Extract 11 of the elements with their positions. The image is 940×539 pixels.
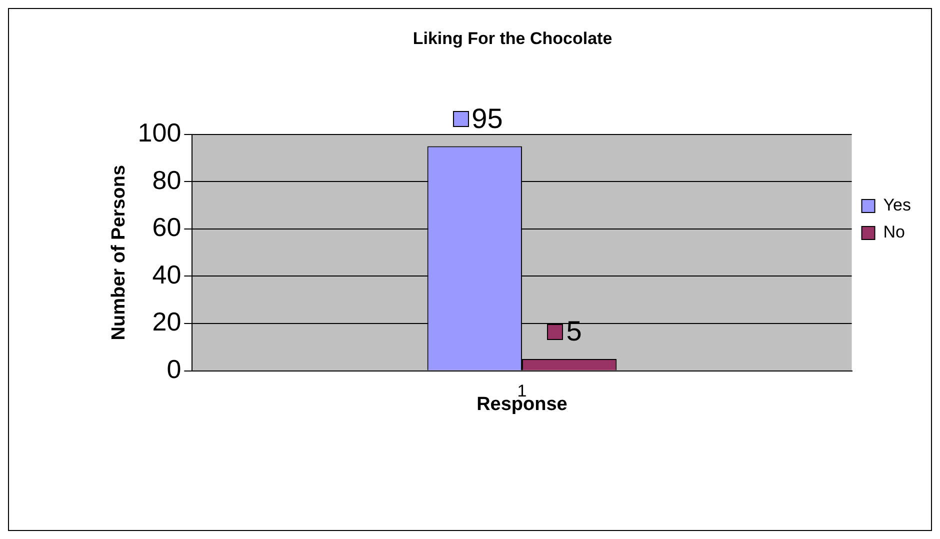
- y-tick-label: 80: [152, 164, 182, 195]
- y-axis-title: Number of Persons: [108, 164, 130, 340]
- y-tick-label: 40: [152, 259, 182, 290]
- y-tick-label: 100: [138, 118, 182, 148]
- y-tick-label: 0: [166, 354, 182, 384]
- legend-label: Yes: [883, 196, 911, 215]
- legend-label: No: [883, 222, 905, 242]
- data-label: 95: [472, 102, 503, 134]
- y-tick-label: 60: [152, 212, 182, 242]
- y-tick-label: 20: [152, 306, 182, 337]
- chart-title: Liking For the Chocolate: [412, 28, 612, 48]
